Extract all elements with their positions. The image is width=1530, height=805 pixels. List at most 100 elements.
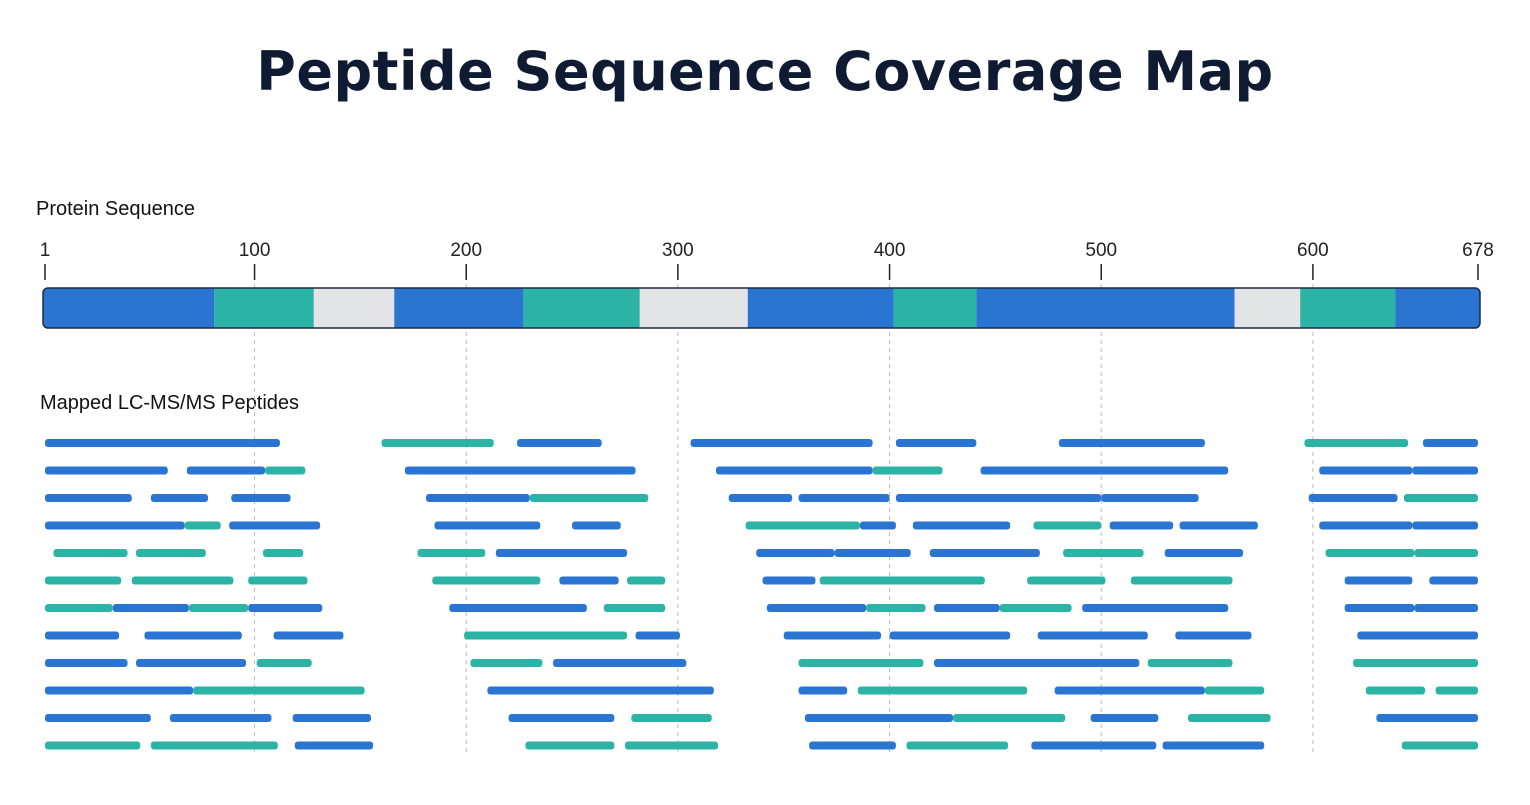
tick-label-500: 500: [1085, 240, 1117, 261]
peptide-bar-r4-8: [912, 521, 1011, 530]
peptide-bar-r10-6: [1054, 686, 1205, 695]
peptide-bar-r9-3: [256, 659, 312, 667]
peptide-bar-r12-7: [906, 741, 1009, 750]
peptide-bar-r5-6: [756, 549, 835, 557]
peptide-bar-r3-9: [1101, 494, 1199, 502]
peptide-bar-r9-6: [798, 659, 924, 667]
peptide-bar-r1-6: [1058, 439, 1205, 447]
peptide-bar-r11-5: [631, 714, 712, 722]
peptide-bar-r2-9: [1412, 466, 1478, 475]
peptide-bar-r10-1: [45, 686, 194, 695]
peptide-bar-r7-13: [1414, 604, 1478, 612]
peptide-bar-r1-8: [1422, 439, 1478, 447]
tick-label-1: 1: [40, 240, 51, 261]
peptide-bar-r1-4: [690, 439, 873, 447]
peptide-bar-r4-6: [745, 521, 860, 530]
peptide-bar-r2-5: [715, 466, 873, 475]
sequence-segment-6: [639, 288, 748, 328]
peptide-bar-r5-12: [1414, 549, 1478, 557]
peptide-bar-r2-3: [265, 466, 306, 475]
peptide-bar-r3-7: [798, 494, 890, 502]
peptide-bar-r7-7: [766, 604, 867, 612]
peptide-bar-r11-4: [508, 714, 615, 722]
peptide-bar-r7-11: [1082, 604, 1229, 612]
peptide-bar-r1-5: [895, 439, 977, 447]
peptide-bar-r5-7: [834, 549, 911, 557]
peptide-bar-r8-4: [464, 631, 628, 640]
peptide-bar-r8-3: [273, 631, 344, 640]
peptide-bar-r7-6: [603, 604, 666, 612]
peptide-bar-r4-9: [1033, 521, 1102, 530]
peptide-bar-r12-5: [624, 741, 719, 750]
tick-label-300: 300: [662, 240, 694, 261]
peptide-bar-r2-1: [45, 466, 168, 475]
peptide-bar-r5-2: [136, 549, 206, 557]
peptide-bar-r3-8: [895, 494, 1102, 502]
peptide-bar-r3-2: [150, 494, 208, 502]
peptide-bar-r6-8: [819, 576, 985, 585]
peptide-bar-r8-10: [1357, 631, 1478, 640]
peptide-bar-r6-2: [131, 576, 234, 585]
peptide-bar-r7-5: [449, 604, 587, 612]
peptide-bar-r10-9: [1435, 686, 1478, 695]
peptide-bar-r12-10: [1401, 741, 1478, 750]
peptide-bar-r11-1: [45, 714, 151, 722]
peptide-bar-r12-1: [45, 741, 141, 750]
peptide-bar-r12-6: [809, 741, 896, 750]
peptide-bar-r6-11: [1344, 576, 1413, 585]
peptide-bar-r3-3: [231, 494, 291, 502]
peptide-bar-r3-6: [728, 494, 793, 502]
peptide-bar-r12-2: [150, 741, 278, 750]
sequence-segment-5: [523, 288, 640, 328]
peptide-bar-r11-8: [1090, 714, 1159, 722]
peptide-bar-r5-10: [1164, 549, 1244, 557]
peptide-bar-r9-4: [470, 659, 543, 667]
peptide-bar-r4-10: [1109, 521, 1174, 530]
sequence-segment-4: [394, 288, 524, 328]
peptide-bar-r3-4: [426, 494, 530, 502]
peptide-bar-r7-3: [188, 604, 249, 612]
peptide-bar-r6-4: [432, 576, 541, 585]
peptide-bar-r9-7: [934, 659, 1140, 667]
peptide-bar-r5-8: [929, 549, 1040, 557]
protein-sequence-label: Protein Sequence: [36, 198, 196, 220]
peptide-bar-r10-5: [857, 686, 1028, 695]
peptide-bar-r11-2: [169, 714, 272, 722]
peptide-bar-r8-1: [45, 631, 120, 640]
peptide-bar-r7-12: [1344, 604, 1415, 612]
peptide-bar-r7-4: [248, 604, 323, 612]
peptide-bar-r4-2: [184, 521, 221, 530]
peptide-bar-r9-9: [1353, 659, 1478, 667]
peptide-bar-r11-7: [953, 714, 1066, 722]
tick-label-600: 600: [1297, 240, 1329, 261]
peptide-bar-r2-8: [1319, 466, 1413, 475]
peptide-bar-r8-7: [889, 631, 1011, 640]
peptide-bar-r2-6: [872, 466, 943, 475]
peptide-bar-r9-2: [136, 659, 247, 667]
peptide-bar-r3-5: [529, 494, 649, 502]
peptide-bar-r4-11: [1179, 521, 1258, 530]
peptide-bar-r2-7: [980, 466, 1229, 475]
peptide-bar-r5-4: [417, 549, 486, 557]
peptide-bar-r5-11: [1325, 549, 1415, 557]
peptide-bar-r2-4: [404, 466, 636, 475]
peptide-bar-r10-8: [1365, 686, 1426, 695]
sequence-segment-3: [313, 288, 395, 328]
peptide-bar-r6-3: [248, 576, 308, 585]
peptide-bar-r11-9: [1188, 714, 1271, 722]
peptide-bar-r1-3: [517, 439, 602, 447]
peptide-bar-r11-6: [804, 714, 954, 722]
sequence-segment-8: [893, 288, 977, 328]
sequence-segment-10: [1234, 288, 1301, 328]
tick-label-400: 400: [874, 240, 906, 261]
peptide-bar-r6-7: [762, 576, 816, 585]
peptide-bar-r5-3: [263, 549, 304, 557]
peptide-bar-r8-9: [1175, 631, 1252, 640]
peptide-bar-r12-3: [294, 741, 374, 750]
peptide-bar-r10-3: [487, 686, 714, 695]
peptide-bar-r6-10: [1130, 576, 1233, 585]
peptide-bar-r6-9: [1027, 576, 1106, 585]
peptide-bar-r4-5: [572, 521, 621, 530]
peptide-bar-r1-1: [45, 439, 280, 447]
